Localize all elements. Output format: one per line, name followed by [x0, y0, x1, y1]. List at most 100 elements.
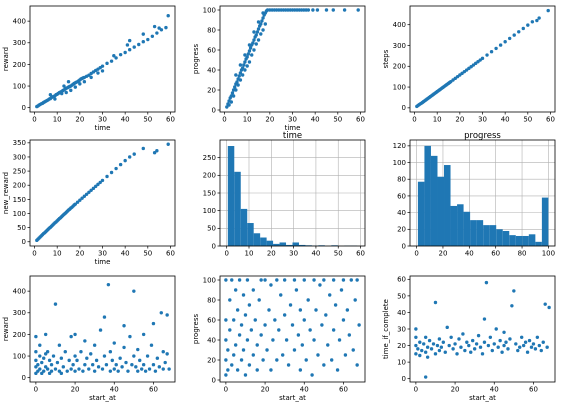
data-point: [108, 369, 113, 373]
data-point: [234, 73, 238, 77]
data-point: [259, 22, 263, 26]
data-point: [247, 43, 252, 47]
data-point: [521, 26, 525, 31]
histogram-bar: [470, 220, 477, 246]
data-point: [246, 52, 251, 56]
data-point: [259, 32, 263, 36]
data-point: [546, 8, 550, 13]
data-point: [240, 73, 245, 77]
data-point: [508, 337, 512, 341]
histogram-bar: [515, 235, 523, 246]
data-point: [279, 293, 283, 297]
histogram-bar: [266, 240, 274, 246]
histogram-bar: [457, 204, 464, 246]
data-point: [490, 348, 494, 353]
data-point: [247, 363, 252, 367]
data-point: [127, 48, 132, 52]
x-tick-label: 20: [438, 250, 447, 258]
x-axis-label: time: [95, 124, 111, 132]
data-point: [141, 32, 145, 36]
x-tick-label: 10: [53, 116, 62, 124]
data-point: [243, 53, 247, 57]
data-point: [109, 59, 114, 63]
y-tick-label: 150: [203, 189, 216, 197]
histogram-bar: [424, 145, 431, 246]
data-point: [147, 367, 152, 371]
data-point: [256, 38, 261, 42]
data-point: [243, 60, 247, 64]
data-point: [339, 288, 344, 292]
data-point: [463, 348, 467, 353]
data-point: [40, 360, 44, 365]
data-point: [225, 105, 229, 109]
data-point: [504, 340, 508, 344]
histogram-bar: [541, 197, 549, 246]
data-point: [414, 352, 418, 356]
data-point: [433, 352, 438, 356]
data-point: [42, 369, 46, 373]
data-point: [506, 347, 510, 351]
data-point: [100, 64, 105, 68]
data-point: [277, 328, 281, 332]
data-point: [62, 84, 66, 88]
data-point: [324, 313, 328, 317]
data-point: [337, 338, 342, 342]
y-tick-label: 80: [207, 26, 216, 34]
y-tick-label: 200: [13, 61, 26, 69]
data-point: [349, 278, 353, 282]
data-point: [138, 358, 142, 363]
axes-frame: [29, 139, 176, 247]
data-point: [153, 369, 158, 373]
x-tick-label: 40: [121, 116, 130, 124]
data-point: [449, 335, 453, 339]
y-tick-label: 0: [22, 238, 26, 246]
data-point: [96, 365, 101, 369]
data-point: [322, 278, 326, 282]
histogram-bar: [450, 205, 458, 246]
data-point: [89, 75, 93, 80]
chart-panel-6: 0 20 40 60 80 100 0 20 40 60 80 100 120 progress: [393, 131, 556, 258]
data-point: [161, 367, 165, 371]
data-point: [233, 343, 238, 347]
data-point: [486, 343, 491, 348]
y-tick-label: 20: [397, 226, 406, 234]
histogram-bar: [528, 234, 536, 246]
x-tick-label: 10: [433, 116, 442, 124]
data-point: [535, 18, 539, 23]
data-point: [243, 68, 247, 72]
data-point: [92, 369, 97, 373]
y-tick-label: 100: [203, 207, 216, 215]
y-axis-label: new_reward: [2, 172, 10, 214]
data-point: [439, 345, 444, 349]
data-point: [233, 85, 237, 89]
x-tick-label: 20: [75, 116, 84, 124]
data-point: [471, 338, 475, 343]
data-point: [357, 323, 361, 327]
y-tick-label: 0: [402, 104, 406, 112]
histogram-bar: [535, 241, 542, 246]
data-point: [257, 298, 261, 302]
data-point: [543, 302, 547, 306]
data-point: [92, 343, 97, 347]
data-point: [245, 64, 249, 68]
data-point: [235, 80, 239, 84]
data-point: [89, 352, 93, 356]
y-tick-label: 50: [397, 292, 406, 300]
data-point: [271, 338, 275, 342]
data-point: [261, 16, 265, 20]
data-point: [73, 85, 78, 89]
x-axis-label: time: [95, 258, 111, 266]
data-point: [75, 200, 80, 204]
x-axis-label: start_at: [279, 394, 306, 402]
data-point: [416, 347, 420, 351]
data-point: [132, 152, 136, 156]
y-tick-label: 50: [207, 225, 216, 233]
x-tick-label: 20: [265, 116, 274, 124]
data-point: [45, 367, 50, 371]
y-tick-label: 20: [207, 356, 216, 364]
data-point: [123, 158, 127, 163]
data-point: [247, 49, 252, 53]
data-point: [230, 278, 234, 282]
data-point: [489, 50, 494, 54]
data-point: [260, 19, 264, 23]
